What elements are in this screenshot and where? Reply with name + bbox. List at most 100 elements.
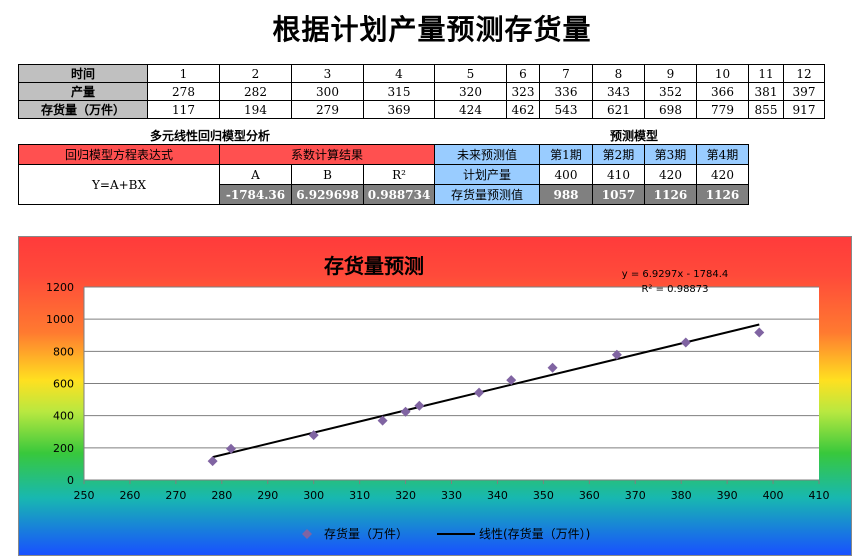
- table-cell: 336: [539, 82, 593, 101]
- coef-value: 6.929698: [291, 184, 364, 205]
- time-row: 时间 1 2 3 4 5 6 7 8 9 10 11 12: [18, 64, 825, 83]
- plan-value: 400: [539, 164, 593, 185]
- result-header: 系数计算结果: [219, 144, 435, 165]
- trendline: [212, 323, 760, 459]
- x-tick-label: 340: [487, 489, 508, 502]
- coef-label: B: [291, 164, 364, 185]
- x-tick-label: 350: [533, 489, 554, 502]
- table-cell: 5: [434, 64, 507, 83]
- table-cell: 1: [147, 64, 220, 83]
- x-tick-label: 360: [579, 489, 600, 502]
- row-header: 存货量（万件）: [18, 100, 148, 119]
- forecast-section-title: 预测模型: [610, 129, 659, 143]
- coef-label: R²: [363, 164, 435, 185]
- legend-label-trendline: 线性(存货量（万件）): [479, 526, 590, 541]
- x-tick-label: 410: [809, 489, 830, 502]
- legend-label-series: 存货量（万件）: [324, 526, 408, 541]
- row-header: 时间: [18, 64, 148, 83]
- y-tick-label: 1000: [46, 313, 74, 326]
- y-tick-label: 800: [53, 345, 74, 358]
- x-tick-label: 300: [303, 489, 324, 502]
- period-label: 第3期: [644, 144, 697, 165]
- pred-value: 1126: [644, 184, 697, 205]
- data-point: [377, 415, 388, 426]
- table-cell: 917: [783, 100, 825, 119]
- table-cell: 3: [291, 64, 364, 83]
- table-cell: 621: [592, 100, 645, 119]
- table-cell: 779: [696, 100, 749, 119]
- plan-label: 计划产量: [434, 164, 540, 185]
- plan-value: 420: [696, 164, 749, 185]
- y-tick-label: 0: [67, 474, 74, 487]
- chart-area: 存货量预测 250 260 270 280 290 300 310 320 330 340 350 3…: [18, 236, 852, 556]
- coef-label: A: [219, 164, 292, 185]
- table-cell: 282: [219, 82, 292, 101]
- formula-cell: Y=A+BX: [18, 164, 220, 205]
- table-cell: 320: [434, 82, 507, 101]
- data-point: [754, 327, 765, 338]
- table-cell: 855: [748, 100, 784, 119]
- table-cell: 352: [644, 82, 697, 101]
- coef-value: 0.988734: [363, 184, 435, 205]
- table-cell: 8: [592, 64, 645, 83]
- table-cell: 323: [506, 82, 540, 101]
- table-cell: 2: [219, 64, 292, 83]
- table-cell: 278: [147, 82, 220, 101]
- data-point: [474, 387, 485, 398]
- table-cell: 9: [644, 64, 697, 83]
- data-point: [400, 406, 411, 417]
- plan-value: 420: [644, 164, 697, 185]
- table-cell: 424: [434, 100, 507, 119]
- table-cell: 315: [363, 82, 435, 101]
- data-point: [506, 375, 517, 386]
- pred-label: 存货量预测值: [434, 184, 540, 205]
- output-row: 产量 278 282 300 315 320 323 336 343 352 3…: [18, 82, 825, 101]
- data-point: [207, 456, 218, 467]
- model-table: 回归模型方程表达式 系数计算结果 未来预测值 第1期 第2期 第3期 第4期 Y…: [18, 144, 749, 205]
- pred-value: 988: [539, 184, 593, 205]
- regression-section-title: 多元线性回归模型分析: [150, 129, 271, 143]
- trendline-r2: R² = 0.98873: [641, 284, 708, 295]
- table-cell: 10: [696, 64, 749, 83]
- data-point: [611, 349, 622, 360]
- x-tick-label: 330: [441, 489, 462, 502]
- data-table: 时间 1 2 3 4 5 6 7 8 9 10 11 12 产量 278 282…: [18, 64, 825, 119]
- pred-value: 1057: [592, 184, 645, 205]
- legend: 存货量（万件） 线性(存货量（万件）): [302, 526, 590, 541]
- x-tick-label: 290: [257, 489, 278, 502]
- table-cell: 117: [147, 100, 220, 119]
- table-cell: 698: [644, 100, 697, 119]
- x-tick-label: 320: [395, 489, 416, 502]
- x-tick-label: 310: [349, 489, 370, 502]
- x-tick-label: 280: [211, 489, 232, 502]
- table-cell: 381: [748, 82, 784, 101]
- x-tick-label: 400: [763, 489, 784, 502]
- data-point: [414, 400, 425, 411]
- row-header: 产量: [18, 82, 148, 101]
- table-cell: 462: [506, 100, 540, 119]
- data-point: [680, 337, 691, 348]
- x-tick-label: 250: [74, 489, 95, 502]
- x-tick-label: 370: [625, 489, 646, 502]
- period-label: 第2期: [592, 144, 645, 165]
- table-cell: 12: [783, 64, 825, 83]
- x-tick-label: 260: [119, 489, 140, 502]
- scatter-chart: 存货量预测 250 260 270 280 290 300 310 320 330 340 350 3…: [46, 254, 830, 541]
- y-tick-label: 400: [53, 410, 74, 423]
- table-cell: 300: [291, 82, 364, 101]
- table-cell: 543: [539, 100, 593, 119]
- x-tick-label: 390: [717, 489, 738, 502]
- data-point: [308, 430, 319, 441]
- legend-marker-series: [302, 529, 312, 539]
- table-cell: 279: [291, 100, 364, 119]
- period-label: 第4期: [696, 144, 749, 165]
- table-cell: 7: [539, 64, 593, 83]
- data-point: [547, 362, 558, 373]
- table-cell: 194: [219, 100, 292, 119]
- data-point: [226, 443, 236, 454]
- forecast-header: 未来预测值: [434, 144, 540, 165]
- y-tick-label: 600: [53, 378, 74, 391]
- x-tick-label: 380: [671, 489, 692, 502]
- y-tick-label: 200: [53, 442, 74, 455]
- formula-header: 回归模型方程表达式: [18, 144, 220, 165]
